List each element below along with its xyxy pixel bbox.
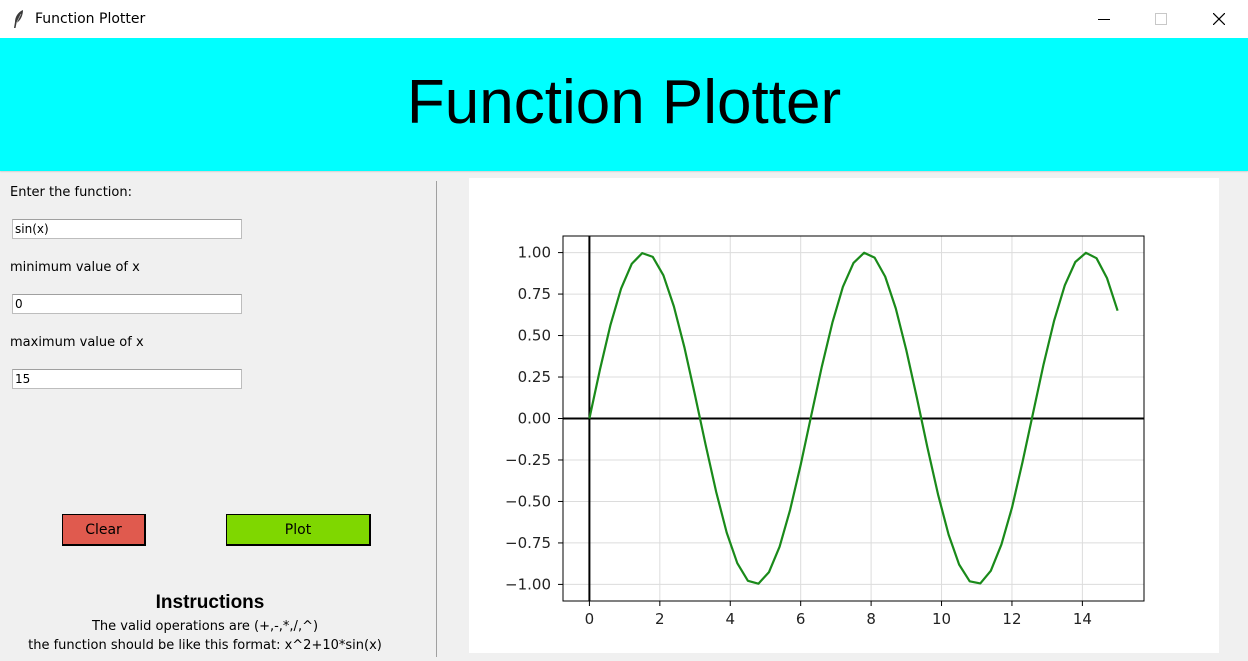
function-input[interactable] [12,219,242,239]
y-tick-label-6: −0.50 [505,492,551,510]
x-tick-label-3: 6 [796,610,806,628]
x-tick-label-2: 4 [725,610,735,628]
y-tick-label-8: −1.00 [505,575,551,593]
plot-canvas: 0 2 4 6 8 10 12 14 1.00 0.75 0.50 0.25 0.00 −0.25 −0.5… [469,178,1219,653]
function-label: Enter the function: [10,185,132,200]
y-tick-label-0: 1.00 [518,244,551,262]
max-x-input[interactable] [12,369,242,389]
y-tick-label-3: 0.25 [518,368,551,386]
minimize-button[interactable] [1075,0,1133,38]
instructions-operations: The valid operations are (+,-,*,/,^) [91,619,319,634]
maximize-button[interactable] [1132,0,1190,38]
instructions-title: Instructions [155,592,265,613]
minimize-icon [1098,19,1110,20]
y-tick-label-2: 0.50 [518,327,551,345]
x-tick-label-0: 0 [585,610,595,628]
y-tick-label-5: −0.25 [505,451,551,469]
window-titlebar: Function Plotter [0,0,1248,38]
app-heading: Function Plotter [406,68,842,137]
x-tick-label-1: 2 [655,610,665,628]
plot-button[interactable]: Plot [226,514,371,546]
min-x-label: minimum value of x [10,260,140,275]
close-button[interactable] [1190,0,1248,38]
y-tick-label-1: 0.75 [518,285,551,303]
feather-icon [14,10,23,28]
x-tick-label-6: 12 [1002,610,1021,628]
maximize-icon [1155,13,1167,25]
panel-divider [436,181,437,657]
window-title: Function Plotter [35,11,146,27]
y-tick-label-7: −0.75 [505,534,551,552]
x-tick-label-7: 14 [1073,610,1092,628]
instructions-format: the function should be like this format:… [28,638,382,653]
header-banner: Function Plotter [0,38,1248,171]
max-x-label: maximum value of x [10,335,144,350]
function-chart: 0 2 4 6 8 10 12 14 1.00 0.75 0.50 0.25 0.00 −0.25 −0.5… [505,235,1145,628]
min-x-input[interactable] [12,294,242,314]
clear-button[interactable]: Clear [62,514,146,546]
y-tick-label-4: 0.00 [518,410,551,428]
x-tick-label-5: 10 [932,610,951,628]
x-tick-label-4: 8 [866,610,876,628]
function-series-line [588,251,1119,585]
close-icon [1213,13,1225,25]
